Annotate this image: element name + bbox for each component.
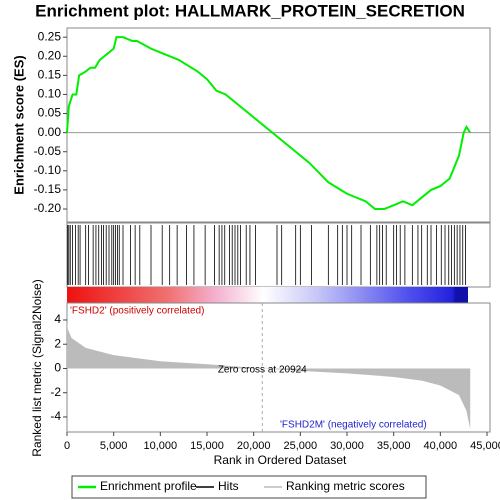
x-tick-label: 30,000 <box>330 440 364 452</box>
pos-label: 'FSHD2' (positively correlated) <box>70 306 204 317</box>
y-tick-label: -0.20 <box>34 201 62 215</box>
y-tick-label: 0.05 <box>38 106 62 120</box>
rank-colorbar <box>67 287 468 303</box>
x-tick-label: 10,000 <box>144 440 178 452</box>
neg-label: 'FSHD2M' (negatively correlated) <box>280 420 427 431</box>
x-tick-label: 40,000 <box>424 440 458 452</box>
x-tick-label: 45,000 <box>470 440 500 452</box>
y-tick-label: -0.10 <box>34 163 62 177</box>
x-axis-label: Rank in Ordered Dataset <box>214 453 347 467</box>
y2-tick-label: -2 <box>50 385 61 399</box>
legend-label: Hits <box>218 479 239 493</box>
y-tick-label: -0.05 <box>34 144 62 158</box>
x-tick-label: 25,000 <box>284 440 318 452</box>
legend-label: Enrichment profile <box>100 479 197 493</box>
y-tick-label: 0.00 <box>38 125 62 139</box>
enrichment-profile <box>66 36 472 211</box>
y-tick-label: -0.15 <box>34 182 62 196</box>
y2-tick-label: -4 <box>50 409 61 423</box>
x-tick-label: 35,000 <box>377 440 411 452</box>
chart-title: Enrichment plot: HALLMARK_PROTEIN_SECRET… <box>35 1 465 20</box>
zero-cross-label: Zero cross at 20924 <box>218 365 307 376</box>
y-tick-label: 0.25 <box>38 29 62 43</box>
y2-tick-label: 2 <box>54 336 61 350</box>
y-tick-label: 0.10 <box>38 87 62 101</box>
y2-tick-label: 4 <box>54 312 61 326</box>
y-tick-label: 0.20 <box>38 48 62 62</box>
x-tick-label: 0 <box>64 440 70 452</box>
y-axis-label: Enrichment score (ES) <box>11 55 26 194</box>
metric-area <box>67 322 471 430</box>
y-tick-label: 0.15 <box>38 68 62 82</box>
x-tick-label: 20,000 <box>237 440 271 452</box>
x-tick-label: 15,000 <box>190 440 224 452</box>
x-tick-label: 5,000 <box>100 440 128 452</box>
legend-label: Ranking metric scores <box>286 479 405 493</box>
y2-tick-label: 0 <box>54 361 61 375</box>
y2-axis-label: Ranked list metric (Signal2Noise) <box>30 279 44 456</box>
legend <box>71 475 427 499</box>
